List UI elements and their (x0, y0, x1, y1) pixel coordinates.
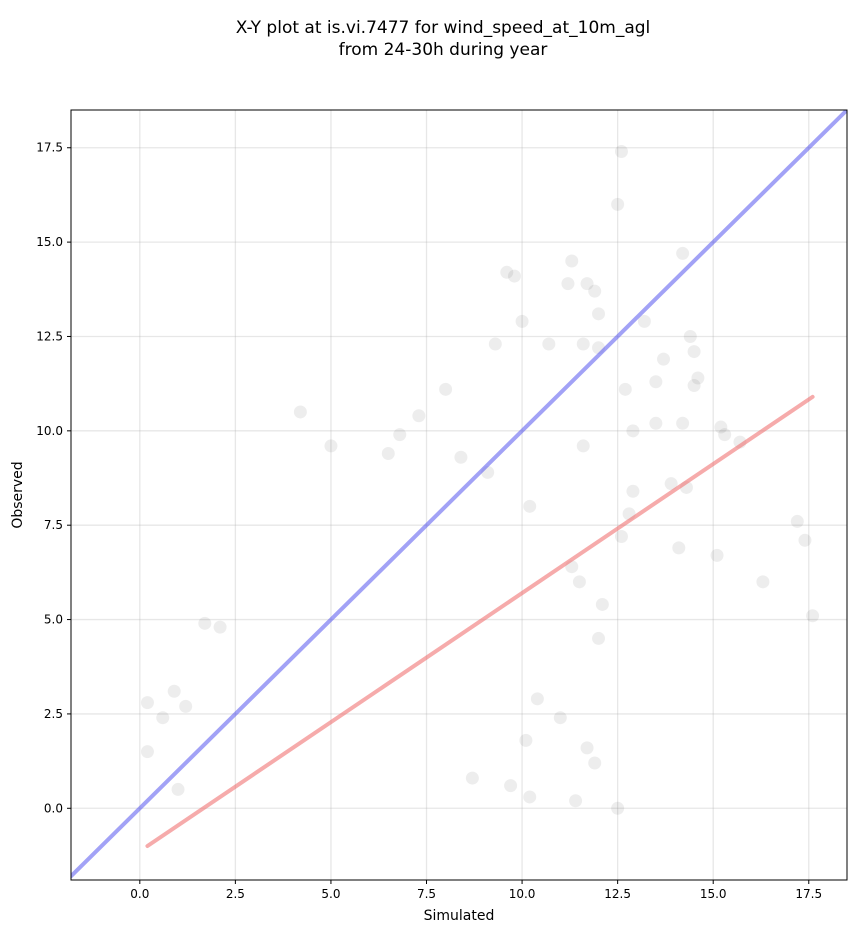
data-point (542, 337, 556, 351)
data-point (324, 439, 338, 453)
y-axis-label: Observed (10, 461, 26, 528)
data-point (523, 499, 537, 513)
data-point (580, 741, 594, 755)
data-point (611, 801, 625, 815)
data-point (439, 382, 453, 396)
y-tick-label: 5.0 (44, 613, 63, 627)
data-point (198, 616, 212, 630)
data-point (649, 416, 663, 430)
x-tick-label: 10.0 (509, 887, 536, 901)
data-point (523, 790, 537, 804)
data-point (614, 145, 628, 159)
data-point (592, 307, 606, 321)
data-point (687, 345, 701, 359)
data-point (614, 530, 628, 544)
data-point (565, 254, 579, 268)
data-point (572, 575, 586, 589)
data-point (140, 696, 154, 710)
regression-line (145, 394, 815, 849)
data-point (576, 337, 590, 351)
x-tick-label: 12.5 (604, 887, 631, 901)
data-point (664, 477, 678, 491)
data-point (454, 450, 468, 464)
axis-ticks: 0.0 2.5 5.0 7.5 10.0 12.5 15.0 17.5 0.0 2.5 5.0 7.5… (36, 141, 822, 901)
y-tick-label: 0.0 (44, 801, 63, 815)
data-point (611, 197, 625, 211)
data-point (393, 428, 407, 442)
x-tick-label: 5.0 (321, 887, 340, 901)
data-point (412, 409, 426, 423)
data-point (561, 277, 575, 291)
grid (71, 110, 847, 880)
data-point (714, 420, 728, 434)
data-point (595, 597, 609, 611)
data-point (798, 533, 812, 547)
data-point (683, 329, 697, 343)
data-point (553, 711, 567, 725)
data-point (171, 782, 185, 796)
y-tick-label: 7.5 (44, 518, 63, 532)
x-tick-label: 7.5 (417, 887, 436, 901)
data-point (672, 541, 686, 555)
data-point (500, 265, 514, 279)
y-tick-label: 15.0 (36, 235, 63, 249)
data-point (580, 277, 594, 291)
data-point (507, 269, 521, 283)
x-tick-label: 2.5 (226, 887, 245, 901)
plot-frame (70, 109, 848, 881)
data-point (293, 405, 307, 419)
data-point (710, 548, 724, 562)
data-point (676, 246, 690, 260)
data-point (569, 794, 583, 808)
x-tick-label: 17.5 (795, 887, 822, 901)
x-tick-label: 0.0 (130, 887, 149, 901)
data-point (756, 575, 770, 589)
data-point (626, 484, 640, 498)
x-axis-label: Simulated (424, 908, 495, 924)
data-point (626, 424, 640, 438)
data-point (618, 382, 632, 396)
y-tick-label: 17.5 (36, 141, 63, 155)
data-point (676, 416, 690, 430)
data-point (519, 733, 533, 747)
y-tick-label: 2.5 (44, 707, 63, 721)
data-point (592, 631, 606, 645)
data-point (657, 352, 671, 366)
data-point (790, 514, 804, 528)
data-point (381, 446, 395, 460)
data-point (806, 609, 820, 623)
data-point (691, 371, 705, 385)
data-point (213, 620, 227, 634)
data-point (637, 314, 651, 328)
data-point (718, 428, 732, 442)
data-point (687, 379, 701, 393)
chart-title: X-Y plot at is.vi.7477 for wind_speed_at… (235, 18, 651, 38)
identity-line (71, 110, 847, 879)
y-tick-label: 12.5 (36, 329, 63, 343)
data-point (504, 779, 518, 793)
data-point (140, 745, 154, 759)
data-point (465, 771, 479, 785)
data-point (488, 337, 502, 351)
chart-subtitle: from 24-30h during year (338, 40, 548, 60)
data-point (515, 314, 529, 328)
data-point (588, 756, 602, 770)
data-point (588, 284, 602, 298)
data-point (576, 439, 590, 453)
reference-lines (71, 110, 847, 879)
data-point (167, 684, 181, 698)
data-point (649, 375, 663, 389)
data-point (179, 699, 193, 713)
data-point (156, 711, 170, 725)
y-tick-label: 10.0 (36, 424, 63, 438)
x-tick-label: 15.0 (700, 887, 727, 901)
data-point (530, 692, 544, 706)
